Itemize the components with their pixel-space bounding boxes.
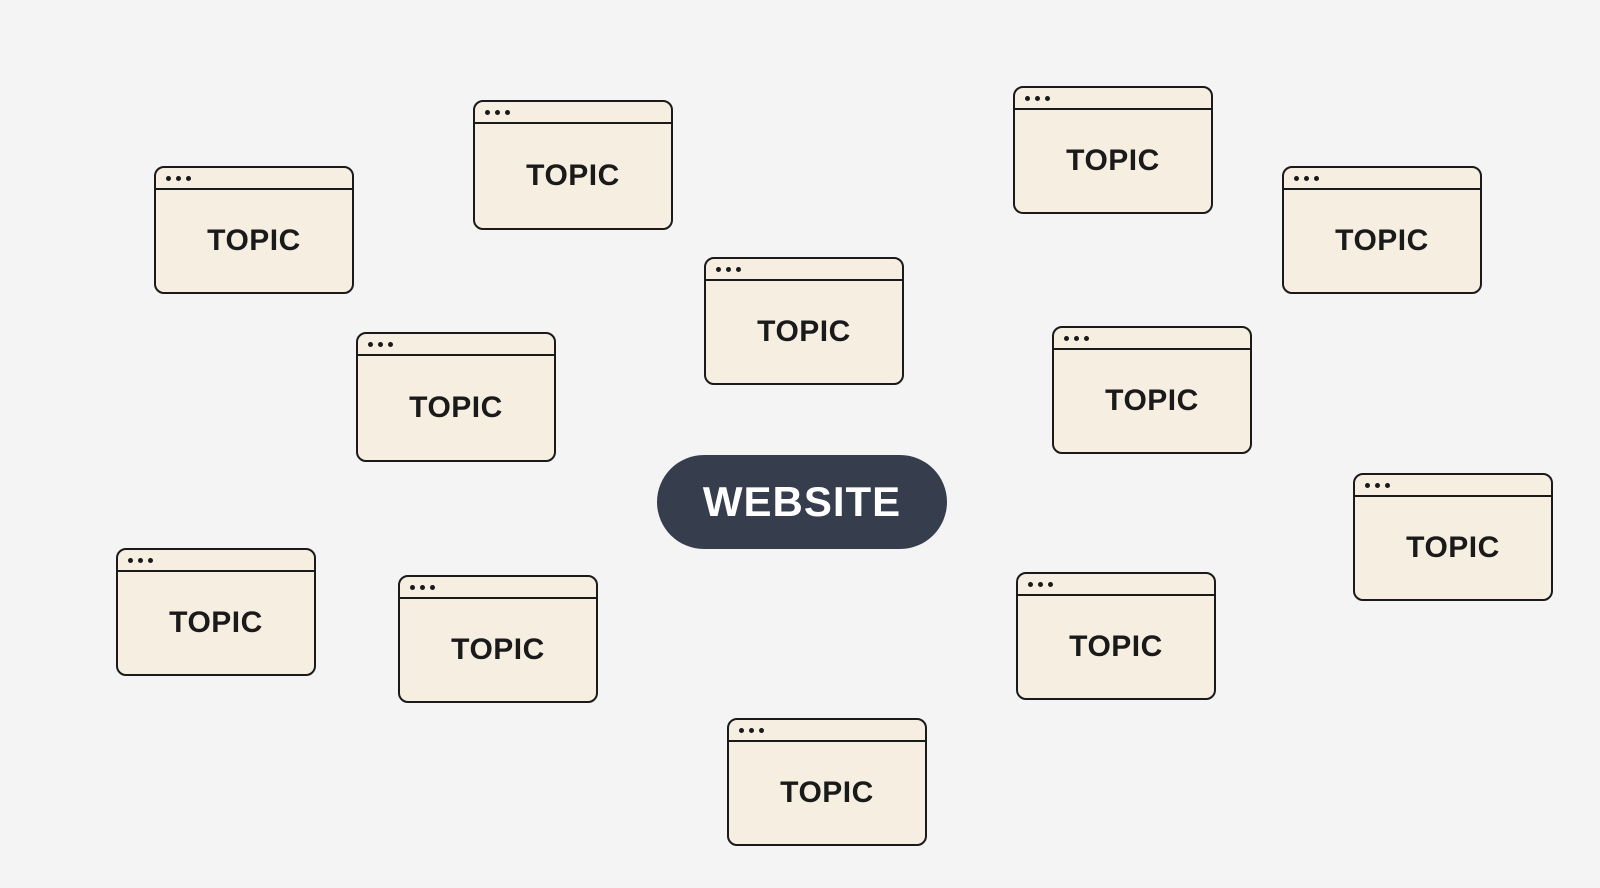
- topic-card: TOPIC: [704, 257, 904, 385]
- window-dot-icon: [485, 110, 490, 115]
- topic-card-body: TOPIC: [706, 281, 902, 383]
- window-dot-icon: [176, 176, 181, 181]
- window-dot-icon: [1035, 96, 1040, 101]
- topic-card: TOPIC: [398, 575, 598, 703]
- topic-card-label: TOPIC: [169, 606, 263, 640]
- window-dot-icon: [128, 558, 133, 563]
- topic-card-body: TOPIC: [1355, 497, 1551, 599]
- window-titlebar: [1284, 168, 1480, 190]
- topic-card-label: TOPIC: [451, 633, 545, 667]
- window-dot-icon: [1028, 582, 1033, 587]
- topic-card-label: TOPIC: [1069, 630, 1163, 664]
- topic-card: TOPIC: [1282, 166, 1482, 294]
- topic-card: TOPIC: [727, 718, 927, 846]
- website-center-label: WEBSITE: [703, 478, 901, 526]
- window-dot-icon: [138, 558, 143, 563]
- topic-card-label: TOPIC: [1335, 224, 1429, 258]
- window-dot-icon: [1294, 176, 1299, 181]
- topic-card-body: TOPIC: [1015, 110, 1211, 212]
- window-titlebar: [1018, 574, 1214, 596]
- window-dot-icon: [1385, 483, 1390, 488]
- window-dot-icon: [388, 342, 393, 347]
- window-dot-icon: [420, 585, 425, 590]
- window-dot-icon: [716, 267, 721, 272]
- window-dot-icon: [1045, 96, 1050, 101]
- topic-card: TOPIC: [473, 100, 673, 230]
- topic-card: TOPIC: [154, 166, 354, 294]
- window-dot-icon: [739, 728, 744, 733]
- window-dot-icon: [749, 728, 754, 733]
- diagram-canvas: WEBSITE TOPIC TOPIC TOPIC TOPIC TOPIC TOPIC TOP…: [0, 0, 1600, 888]
- topic-card: TOPIC: [356, 332, 556, 462]
- window-dot-icon: [736, 267, 741, 272]
- topic-card-label: TOPIC: [409, 391, 503, 425]
- window-dot-icon: [378, 342, 383, 347]
- topic-card-body: TOPIC: [1018, 596, 1214, 698]
- website-center-pill: WEBSITE: [657, 455, 947, 549]
- topic-card-body: TOPIC: [1054, 350, 1250, 452]
- topic-card-label: TOPIC: [1105, 384, 1199, 418]
- window-dot-icon: [1038, 582, 1043, 587]
- window-dot-icon: [726, 267, 731, 272]
- topic-card: TOPIC: [1052, 326, 1252, 454]
- window-titlebar: [1015, 88, 1211, 110]
- topic-card-body: TOPIC: [729, 742, 925, 844]
- window-titlebar: [1054, 328, 1250, 350]
- window-titlebar: [729, 720, 925, 742]
- window-titlebar: [706, 259, 902, 281]
- topic-card: TOPIC: [1013, 86, 1213, 214]
- window-dot-icon: [368, 342, 373, 347]
- window-dot-icon: [186, 176, 191, 181]
- topic-card-label: TOPIC: [207, 224, 301, 258]
- topic-card-body: TOPIC: [1284, 190, 1480, 292]
- window-titlebar: [156, 168, 352, 190]
- window-dot-icon: [1064, 336, 1069, 341]
- topic-card-body: TOPIC: [156, 190, 352, 292]
- window-dot-icon: [1048, 582, 1053, 587]
- window-dot-icon: [1314, 176, 1319, 181]
- window-titlebar: [358, 334, 554, 356]
- topic-card: TOPIC: [1016, 572, 1216, 700]
- window-dot-icon: [1025, 96, 1030, 101]
- window-dot-icon: [430, 585, 435, 590]
- topic-card-label: TOPIC: [1406, 531, 1500, 565]
- topic-card-body: TOPIC: [118, 572, 314, 674]
- window-dot-icon: [495, 110, 500, 115]
- window-dot-icon: [1074, 336, 1079, 341]
- window-dot-icon: [1304, 176, 1309, 181]
- window-dot-icon: [166, 176, 171, 181]
- window-dot-icon: [410, 585, 415, 590]
- window-dot-icon: [1365, 483, 1370, 488]
- window-dot-icon: [1375, 483, 1380, 488]
- window-dot-icon: [759, 728, 764, 733]
- topic-card-label: TOPIC: [526, 159, 620, 193]
- window-titlebar: [400, 577, 596, 599]
- topic-card: TOPIC: [1353, 473, 1553, 601]
- topic-card-label: TOPIC: [780, 776, 874, 810]
- window-dot-icon: [505, 110, 510, 115]
- window-titlebar: [118, 550, 314, 572]
- topic-card: TOPIC: [116, 548, 316, 676]
- topic-card-body: TOPIC: [400, 599, 596, 701]
- topic-card-body: TOPIC: [358, 356, 554, 460]
- topic-card-label: TOPIC: [1066, 144, 1160, 178]
- window-titlebar: [1355, 475, 1551, 497]
- window-dot-icon: [1084, 336, 1089, 341]
- topic-card-body: TOPIC: [475, 124, 671, 228]
- topic-card-label: TOPIC: [757, 315, 851, 349]
- window-dot-icon: [148, 558, 153, 563]
- window-titlebar: [475, 102, 671, 124]
